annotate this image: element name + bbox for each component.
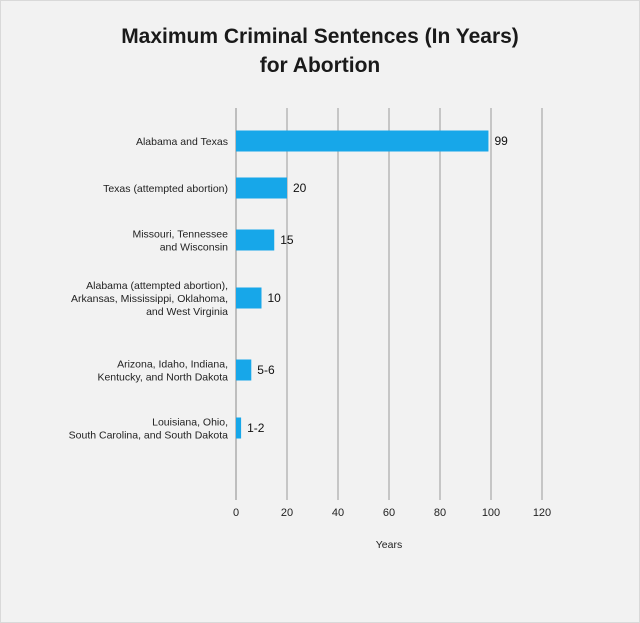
x-tick-label-40: 40 <box>332 507 344 519</box>
x-tick-label-60: 60 <box>383 507 395 519</box>
bar-4 <box>236 359 252 381</box>
x-tick-label-20: 20 <box>281 507 293 519</box>
value-label-0: 99 <box>494 134 508 148</box>
x-tick-label-0: 0 <box>233 507 239 519</box>
category-label-3-line-0: Alabama (attempted abortion), <box>86 280 228 292</box>
value-label-1: 20 <box>293 181 307 195</box>
category-label-1-line-0: Texas (attempted abortion) <box>103 183 228 195</box>
x-axis-label: Years <box>376 539 402 551</box>
x-tick-label-80: 80 <box>434 507 446 519</box>
category-label-5: Louisiana, Ohio, South Carolina, and Sout… <box>69 417 229 442</box>
value-label-2: 15 <box>280 233 294 247</box>
category-label-0: Alabama and Texas <box>136 136 228 148</box>
category-label-4-line-1: Kentucky, and North Dakota <box>97 372 228 384</box>
value-label-5: 1-2 <box>247 421 265 435</box>
category-label-3: Alabama (attempted abortion), Arkansas, M… <box>71 280 228 318</box>
category-label-2-line-1: and Wisconsin <box>160 242 228 254</box>
category-label-5-line-0: Louisiana, Ohio, <box>152 417 228 429</box>
bar-3 <box>236 287 262 309</box>
value-label-4: 5-6 <box>257 363 275 377</box>
category-label-4: Arizona, Idaho, Indiana, Kentucky, and No… <box>97 359 228 384</box>
category-label-3-line-2: and West Virginia <box>146 306 228 318</box>
chart-title-line-2: for Abortion <box>259 54 381 77</box>
category-label-4-line-0: Arizona, Idaho, Indiana, <box>117 359 228 371</box>
x-tick-label-100: 100 <box>482 507 500 519</box>
category-label-2-line-0: Missouri, Tennessee <box>132 229 228 241</box>
chart-title: Maximum Criminal Sentences (In Years) fo… <box>0 22 640 80</box>
category-label-2: Missouri, Tennessee and Wisconsin <box>132 229 228 254</box>
x-tick-label-120: 120 <box>533 507 551 519</box>
category-label-5-line-1: South Carolina, and South Dakota <box>69 430 229 442</box>
bar-5 <box>236 417 242 439</box>
category-label-1: Texas (attempted abortion) <box>103 183 228 195</box>
chart-title-line-1: Maximum Criminal Sentences (In Years) <box>121 25 519 48</box>
bar-2 <box>236 229 275 251</box>
category-label-3-line-1: Arkansas, Mississippi, Oklahoma, <box>71 293 228 305</box>
bar-0 <box>236 130 489 152</box>
bar-1 <box>236 177 287 199</box>
value-label-3: 10 <box>268 291 282 305</box>
category-label-0-line-0: Alabama and Texas <box>136 136 228 148</box>
